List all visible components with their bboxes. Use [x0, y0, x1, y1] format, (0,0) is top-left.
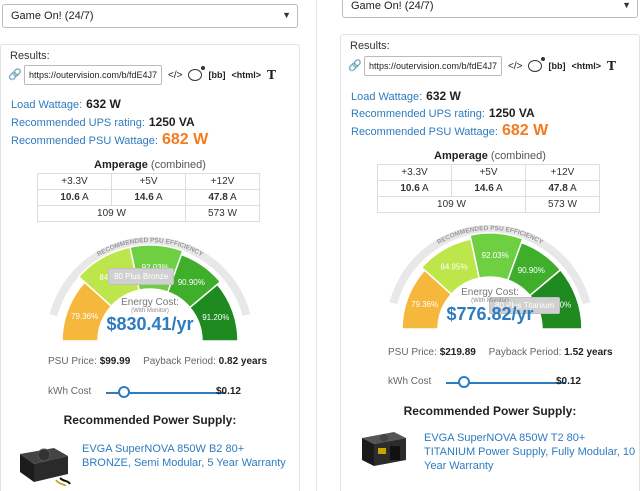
- energy-cost-sub: (With Monitor): [471, 298, 509, 304]
- kwh-cost-row: kWh Cost $0.12: [48, 386, 253, 400]
- energy-cost-value: $776.82/yr: [446, 304, 534, 324]
- panel-divider: [316, 0, 317, 491]
- gauge-segment-label: 84.95%: [440, 263, 467, 272]
- load-wattage-value: 632 W: [426, 89, 461, 103]
- kwh-value: $0.12: [555, 376, 581, 387]
- psu-wattage: Recommended PSU Wattage: 682 W: [351, 122, 549, 139]
- html-button[interactable]: <html>: [231, 70, 261, 80]
- table-row: 10.6 A 14.6 A 47.8 A: [37, 189, 260, 206]
- reddit-icon[interactable]: [528, 57, 546, 72]
- ups-rating: Recommended UPS rating: 1250 VA: [11, 115, 195, 129]
- link-icon: 🔗: [8, 69, 22, 81]
- amperage-title: Amperage (combined): [434, 150, 546, 162]
- amperage-title: Amperage (combined): [94, 159, 206, 171]
- gauge-title-band: [389, 225, 591, 305]
- text-button[interactable]: T: [266, 68, 276, 82]
- efficiency-tooltip: 80 Plus Titanium: [489, 297, 561, 314]
- kwh-cost-row: kWh Cost $0.12: [388, 376, 593, 390]
- load-wattage: Load Wattage: 632 W: [351, 89, 461, 103]
- gauge-center: [99, 290, 201, 341]
- kwh-value: $0.12: [215, 386, 241, 397]
- results-box: [0, 44, 300, 491]
- embed-code-button[interactable]: </>: [168, 69, 183, 81]
- bbcode-button[interactable]: [bb]: [208, 70, 226, 80]
- psu-wattage-value: 682 W: [501, 122, 549, 139]
- ups-rating-value: 1250 VA: [488, 106, 535, 120]
- usage-select-value: Game On! (24/7): [11, 10, 94, 22]
- amperage-table: +3.3V +5V +12V 10.6 A 14.6 A 47.8 A 109 …: [377, 164, 600, 213]
- usage-select-value: Game On! (24/7): [351, 0, 434, 12]
- gauge-segment-label: 79.36%: [71, 312, 98, 321]
- gauge-segment-4[interactable]: [166, 253, 222, 309]
- product-link[interactable]: EVGA SuperNOVA 850W T2 80+ TITANIUM Powe…: [424, 432, 636, 472]
- efficiency-tooltip: 80 Plus Bronze: [108, 268, 175, 285]
- energy-cost-sub: (With Monitor): [131, 308, 169, 314]
- gauge-segment-5[interactable]: [188, 283, 239, 341]
- share-url-input[interactable]: https://outervision.com/b/fdE4J7: [24, 65, 162, 85]
- usage-select[interactable]: Game On! (24/7) ▼: [2, 4, 298, 28]
- ups-rating-value: 1250 VA: [148, 115, 195, 129]
- calculator-panel-left: Game On! (24/7) ▼ Results: 🔗 https://out…: [0, 0, 300, 491]
- chevron-down-icon: ▼: [282, 10, 291, 20]
- payback-value: 1.52 years: [564, 347, 613, 358]
- kwh-slider-handle[interactable]: [118, 386, 130, 398]
- chevron-down-icon: ▼: [622, 0, 631, 10]
- reddit-icon[interactable]: [188, 66, 206, 81]
- table-row: 10.6 A 14.6 A 47.8 A: [377, 180, 600, 197]
- kwh-label: kWh Cost: [388, 376, 432, 387]
- psu-price-value: $99.99: [99, 356, 131, 367]
- table-row: +3.3V +5V +12V: [37, 173, 260, 190]
- psu-wattage: Recommended PSU Wattage: 682 W: [11, 131, 209, 148]
- gauge-segment-3[interactable]: [469, 232, 524, 282]
- payback-value: 0.82 years: [218, 356, 268, 367]
- gauge-segment-label: 90.90%: [518, 266, 545, 275]
- html-button[interactable]: <html>: [571, 61, 601, 71]
- table-row: 109 W 573 W: [37, 205, 260, 222]
- text-button[interactable]: T: [606, 59, 616, 73]
- price-row: PSU Price: $99.99 Payback Period: 0.82 y…: [48, 356, 268, 367]
- price-row: PSU Price: $219.89 Payback Period: 1.52 …: [388, 347, 613, 358]
- gauge-segment-label: 90.90%: [178, 278, 205, 287]
- psu-wattage-value: 682 W: [161, 131, 209, 148]
- share-buttons: </> [bb] <html> T: [168, 66, 276, 82]
- kwh-slider-track[interactable]: [106, 392, 226, 394]
- table-row: 109 W 573 W: [377, 196, 600, 213]
- share-buttons: </> [bb] <html> T: [508, 57, 616, 73]
- share-url-input[interactable]: https://outervision.com/b/fdE4J7: [364, 56, 502, 76]
- bbcode-button[interactable]: [bb]: [548, 61, 566, 71]
- energy-cost-value: $830.41/yr: [106, 314, 194, 334]
- kwh-label: kWh Cost: [48, 386, 92, 397]
- load-wattage-value: 632 W: [86, 97, 121, 111]
- product-link[interactable]: EVGA SuperNOVA 850W B2 80+ BRONZE, Semi …: [82, 443, 286, 469]
- ups-rating: Recommended UPS rating: 1250 VA: [351, 106, 535, 120]
- share-row: 🔗 https://outervision.com/b/fdE4J7 </> […: [8, 65, 276, 85]
- load-wattage: Load Wattage: 632 W: [11, 97, 121, 111]
- gauge-segment-label: 79.36%: [411, 300, 438, 309]
- results-label: Results:: [350, 40, 390, 52]
- energy-cost-label: Energy Cost:: [461, 287, 519, 298]
- psu-price-value: $219.89: [439, 347, 476, 358]
- gauge-segment-label: 91.20%: [202, 313, 229, 322]
- efficiency-gauge: RECOMMENDED PSU EFFICIENCY79.36%84.95%92…: [389, 225, 591, 329]
- kwh-slider-track[interactable]: [446, 382, 566, 384]
- energy-cost-label: Energy Cost:: [121, 297, 179, 308]
- table-row: +3.3V +5V +12V: [377, 164, 600, 181]
- share-row: 🔗 https://outervision.com/b/fdE4J7 </> […: [348, 56, 616, 76]
- gauge-title-band: [49, 237, 251, 317]
- power-supply-image[interactable]: [14, 442, 72, 486]
- calculator-panel-right: Game On! (24/7) ▼ Results: 🔗 https://out…: [340, 0, 640, 491]
- recommended-psu-title: Recommended Power Supply:: [403, 404, 577, 418]
- gauge-segment-label: 92.03%: [482, 251, 509, 260]
- results-label: Results:: [10, 50, 50, 62]
- link-icon: 🔗: [348, 60, 362, 72]
- energy-cost: Energy Cost: (With Monitor) $830.41/yr: [0, 297, 300, 335]
- usage-select[interactable]: Game On! (24/7) ▼: [342, 0, 638, 18]
- embed-code-button[interactable]: </>: [508, 60, 523, 72]
- energy-cost: Energy Cost: (With Monitor) $776.82/yr: [340, 287, 640, 325]
- gauge-segment-label: 92.03%: [142, 263, 169, 272]
- kwh-slider-handle[interactable]: [458, 376, 470, 388]
- power-supply-image[interactable]: [360, 430, 408, 468]
- recommended-psu-title: Recommended Power Supply:: [63, 413, 237, 427]
- amperage-table: +3.3V +5V +12V 10.6 A 14.6 A 47.8 A 109 …: [37, 173, 260, 222]
